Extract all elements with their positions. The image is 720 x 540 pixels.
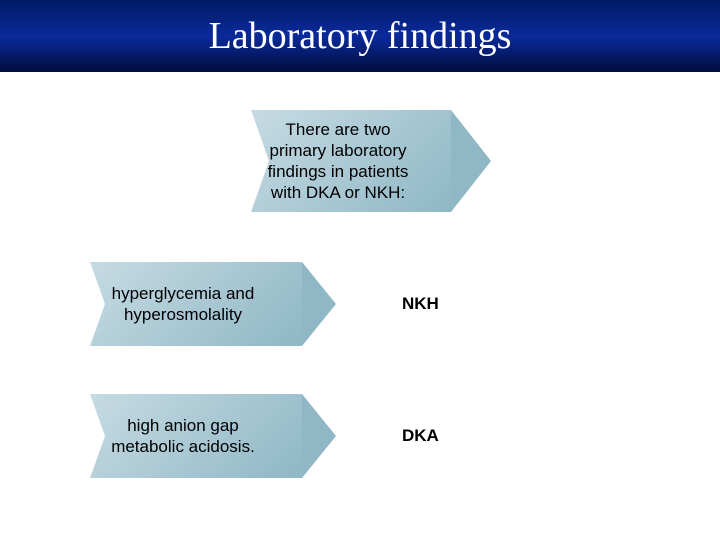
chevron-nkh-body: hyperglycemia and hyperosmolality <box>90 262 302 346</box>
chevron-dka-body: high anion gap metabolic acidosis. <box>90 394 302 478</box>
label-dka: DKA <box>402 426 439 446</box>
chevron-intro-body: There are two primary laboratory finding… <box>251 110 451 212</box>
chevron-nkh-text: hyperglycemia and hyperosmolality <box>104 283 262 326</box>
chevron-intro-text: There are two primary laboratory finding… <box>265 119 411 204</box>
chevron-nkh: hyperglycemia and hyperosmolality <box>90 262 336 346</box>
chevron-dka-text: high anion gap metabolic acidosis. <box>104 415 262 458</box>
title-bar: Laboratory findings <box>0 0 720 72</box>
label-nkh: NKH <box>402 294 439 314</box>
chevron-dka-head <box>302 394 336 478</box>
chevron-dka: high anion gap metabolic acidosis. <box>90 394 336 478</box>
slide: Laboratory findings There are two primar… <box>0 0 720 540</box>
chevron-intro-head <box>451 110 491 212</box>
chevron-intro: There are two primary laboratory finding… <box>251 110 491 212</box>
chevron-nkh-head <box>302 262 336 346</box>
slide-title: Laboratory findings <box>209 14 512 58</box>
